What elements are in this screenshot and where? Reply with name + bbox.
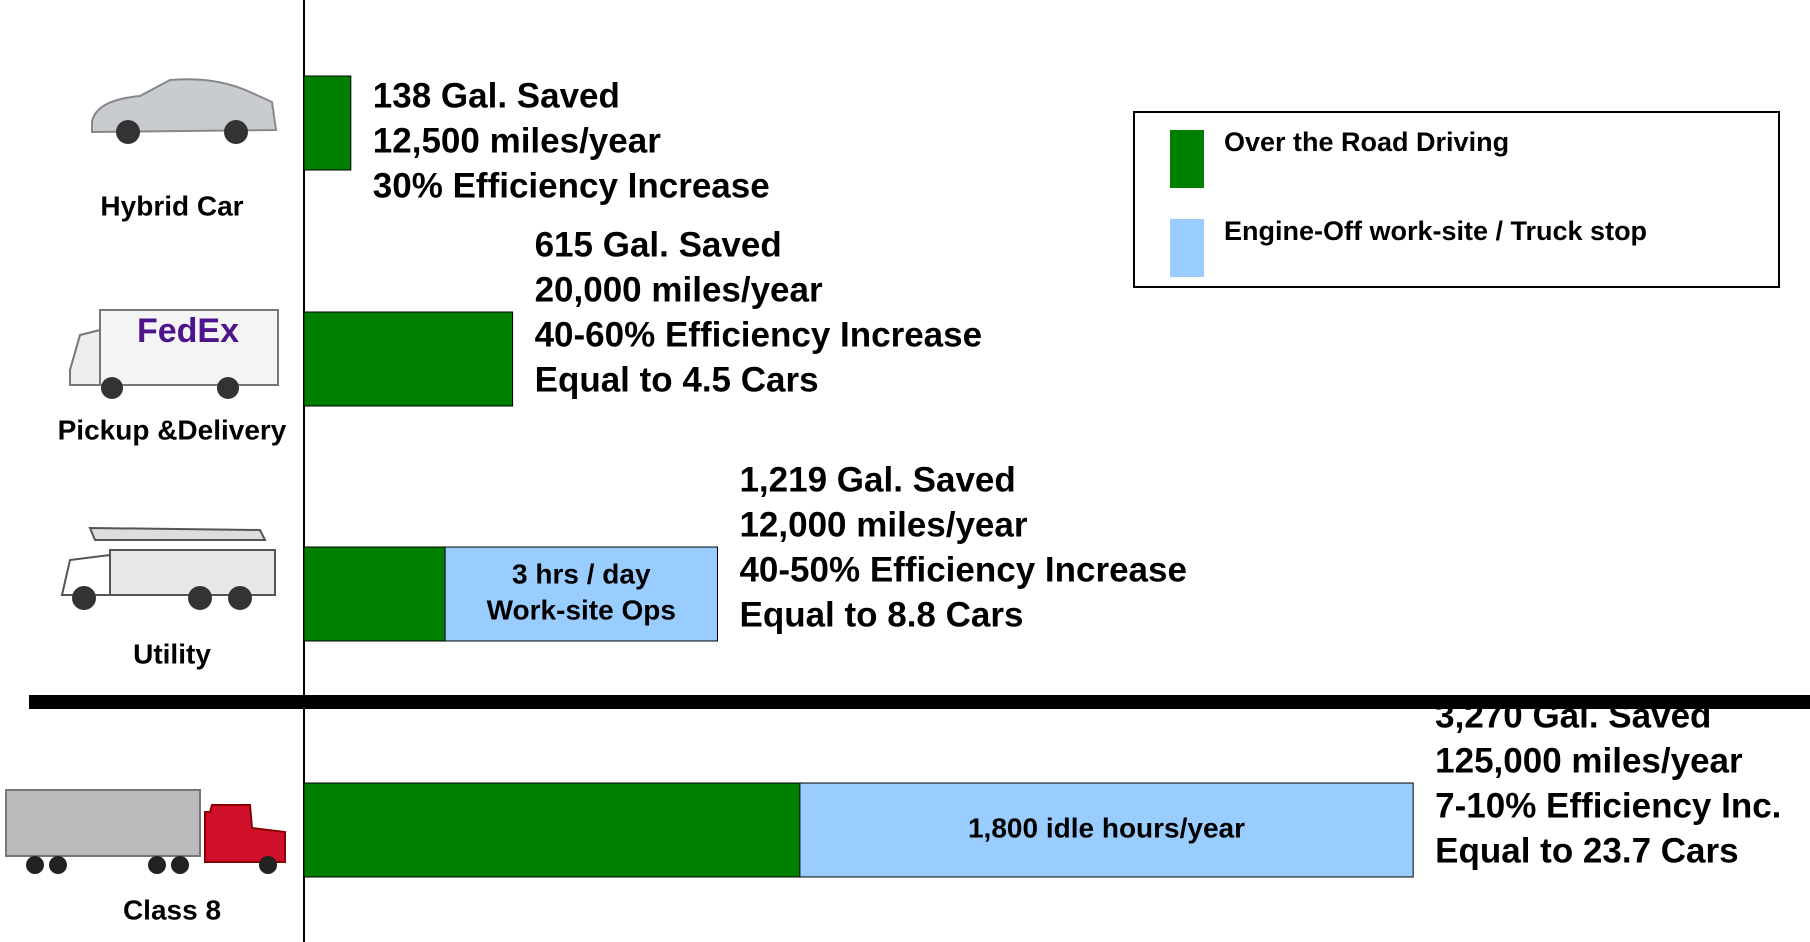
bar-segment	[304, 783, 800, 877]
annotation: Equal to 8.8 Cars	[739, 595, 1023, 634]
delivery-truck-icon: FedEx	[70, 310, 278, 399]
annotation: 3,270 Gal. Saved	[1435, 696, 1711, 735]
category-label: Class 8	[123, 894, 221, 925]
legend-swatch	[1170, 130, 1204, 188]
annotation: 138 Gal. Saved	[373, 76, 620, 115]
segment-label: 1,800 idle hours/year	[968, 812, 1245, 843]
car-icon	[92, 79, 276, 144]
annotation: Equal to 23.7 Cars	[1435, 831, 1738, 870]
legend-swatch	[1170, 219, 1204, 277]
utility-truck-icon	[62, 528, 275, 610]
annotation: 40-60% Efficiency Increase	[535, 315, 982, 354]
annotation: 125,000 miles/year	[1435, 741, 1743, 780]
category-label: Utility	[133, 638, 211, 669]
fedex-logo: FedEx	[137, 312, 239, 350]
category-label: Hybrid Car	[100, 190, 243, 221]
legend-label: Over the Road Driving	[1224, 127, 1509, 157]
annotation: 12,500 miles/year	[373, 121, 661, 160]
bar-segment	[304, 547, 445, 641]
bar-segment	[304, 312, 513, 406]
semi-truck-icon	[6, 790, 285, 874]
segment-label: Work-site Ops	[487, 594, 676, 625]
category-label: Pickup &Delivery	[58, 414, 287, 445]
legend-label: Engine-Off work-site / Truck stop	[1224, 216, 1647, 246]
annotation: 615 Gal. Saved	[535, 225, 782, 264]
chart: FedEx Hybrid Car 138 Gal. Saved 12,500 mil…	[0, 0, 1810, 942]
annotation: 40-50% Efficiency Increase	[739, 550, 1186, 589]
bar-segment	[304, 76, 351, 170]
annotation: 20,000 miles/year	[535, 270, 823, 309]
segment-label: 3 hrs / day	[512, 558, 651, 589]
annotation: 7-10% Efficiency Inc.	[1435, 786, 1781, 825]
annotation: 30% Efficiency Increase	[373, 166, 770, 205]
annotation: 1,219 Gal. Saved	[739, 460, 1015, 499]
annotation: 12,000 miles/year	[739, 505, 1027, 544]
annotation: Equal to 4.5 Cars	[535, 360, 819, 399]
